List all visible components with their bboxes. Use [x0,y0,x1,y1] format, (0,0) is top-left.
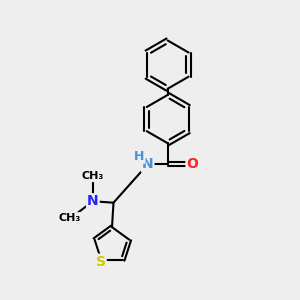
Text: N: N [87,194,99,208]
Text: O: O [187,158,198,171]
Text: N: N [142,158,154,171]
Text: CH₃: CH₃ [58,213,80,223]
Text: S: S [96,255,106,268]
Text: CH₃: CH₃ [82,171,104,181]
Text: H: H [134,150,145,163]
